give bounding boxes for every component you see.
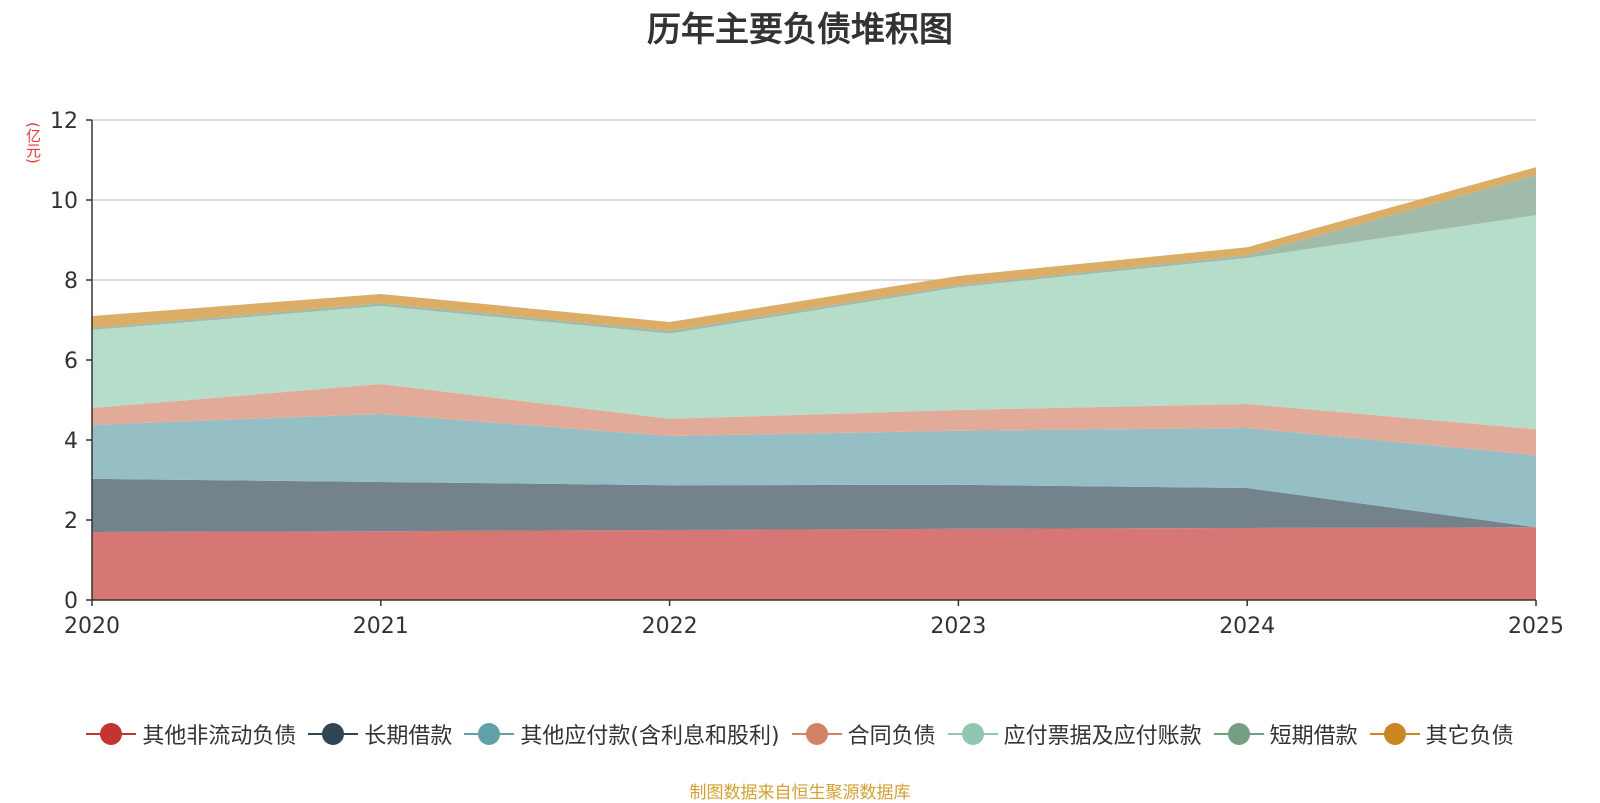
legend-label: 其他应付款(含利息和股利) [520,724,780,749]
legend-marker-icon [464,722,515,746]
y-tick-label: 10 [50,189,78,214]
legend-marker-icon [947,722,998,746]
legend-item[interactable]: 其它负债 [1369,718,1514,750]
legend-item[interactable]: 其他应付款(含利息和股利) [464,718,780,750]
area-series-6 [92,175,1536,334]
legend-item[interactable]: 其他非流动负债 [86,718,296,750]
legend-label: 其它负债 [1425,724,1514,749]
legend-label: 应付票据及应付账款 [1003,724,1202,749]
legend-item[interactable]: 短期借款 [1213,718,1358,750]
legend-marker-icon [1369,722,1420,746]
y-tick-label: 8 [64,269,78,294]
source-note: 制图数据来自恒生聚源数据库 [689,783,911,803]
legend-item[interactable]: 应付票据及应付账款 [947,718,1202,750]
legend-label: 长期借款 [364,724,453,749]
x-tick-label: 2020 [64,614,120,639]
y-tick-label: 4 [64,429,78,454]
area-series-2 [92,478,1536,532]
legend-marker-icon [308,722,359,746]
x-tick-label: 2021 [353,614,409,639]
area-series-4 [92,384,1536,456]
area-series-3 [92,414,1536,528]
area-series-7 [92,167,1536,331]
area-series [92,167,1536,600]
x-tick-label: 2022 [642,614,698,639]
legend-label: 合同负债 [847,724,936,749]
area-series-1 [92,527,1536,600]
legend-marker-icon [791,722,842,746]
legend-item[interactable]: 长期借款 [308,718,452,750]
stacked-area-chart: 0 2 4 6 8 10 12 2020 2021 2022 2023 2024 2025 [50,109,1564,639]
legend: 其他非流动负债 长期借款 其他应付款(含利息和股利) 合同负债 应付票据及应付账款 短期借… [0,716,1600,752]
y-tick-label: 6 [64,349,78,374]
x-tick-label: 2024 [1219,614,1275,639]
y-axis-unit-label: (亿元) [24,122,42,164]
area-series-5 [92,215,1536,430]
y-tick-label: 12 [50,109,78,134]
y-tick-label: 2 [64,509,78,534]
chart-title: 历年主要负债堆积图 [647,10,953,50]
y-tick-label: 0 [64,589,78,614]
legend-marker-icon [1213,722,1264,746]
legend-label: 其他非流动负债 [142,724,297,749]
x-tick-label: 2023 [930,614,986,639]
legend-item[interactable]: 合同负债 [791,718,936,750]
x-tick-label: 2025 [1508,614,1564,639]
legend-label: 短期借款 [1269,724,1358,749]
axes: 0 2 4 6 8 10 12 2020 2021 2022 2023 2024 2025 [50,109,1564,639]
legend-marker-icon [86,722,137,746]
